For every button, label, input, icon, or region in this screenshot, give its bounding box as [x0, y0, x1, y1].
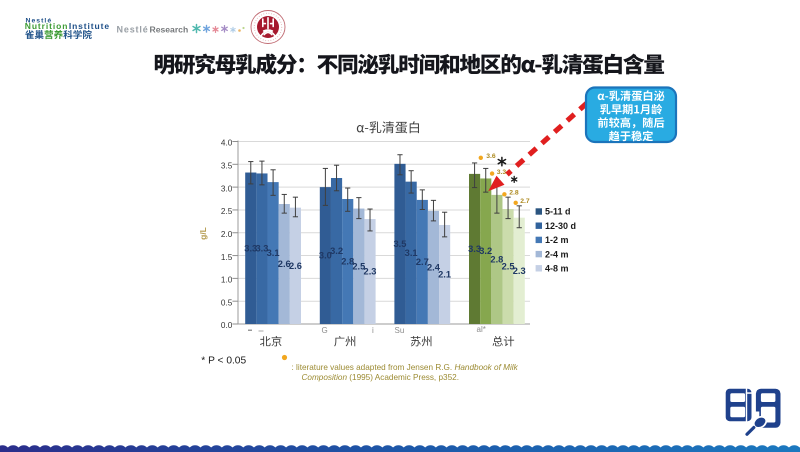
svg-text:2.5: 2.5 — [502, 262, 515, 272]
svg-text:2.6: 2.6 — [289, 261, 302, 271]
svg-text:3.1: 3.1 — [267, 248, 280, 258]
svg-text:* P < 0.05: * P < 0.05 — [201, 355, 246, 366]
svg-text:3.3: 3.3 — [244, 243, 257, 253]
svg-text:1-2 m: 1-2 m — [545, 235, 569, 245]
svg-text:3.0: 3.0 — [221, 184, 233, 193]
svg-text:2.3: 2.3 — [513, 266, 526, 276]
svg-text:3.3: 3.3 — [468, 244, 481, 254]
svg-text:Su: Su — [395, 326, 405, 335]
svg-text:2.4: 2.4 — [427, 262, 441, 272]
svg-text:2.6: 2.6 — [278, 259, 291, 269]
svg-text:2.7: 2.7 — [416, 257, 429, 267]
svg-text:3.2: 3.2 — [330, 246, 343, 256]
svg-text:2.1: 2.1 — [438, 270, 451, 280]
svg-text:Nestlé: Nestlé — [26, 18, 53, 25]
svg-text:3.2: 3.2 — [479, 246, 492, 256]
svg-text:2.7: 2.7 — [520, 198, 530, 205]
svg-text:3.6: 3.6 — [486, 153, 496, 160]
svg-text:g/L: g/L — [198, 227, 208, 240]
svg-text:2.5: 2.5 — [221, 207, 233, 216]
svg-text:3.0: 3.0 — [319, 251, 332, 261]
svg-text:NutritionInstitute: NutritionInstitute — [25, 21, 110, 31]
svg-text:i: i — [372, 326, 374, 335]
svg-text:2.0: 2.0 — [221, 230, 233, 239]
svg-text:5-11 d: 5-11 d — [545, 207, 571, 217]
svg-text:1.0: 1.0 — [221, 276, 233, 285]
svg-text:2.8: 2.8 — [509, 190, 519, 197]
svg-text:0.0: 0.0 — [221, 321, 233, 330]
svg-text:4-8 m: 4-8 m — [545, 264, 569, 274]
svg-text:Research: Research — [150, 24, 189, 34]
svg-text:12-30 d: 12-30 d — [545, 221, 576, 231]
svg-text:3.1: 3.1 — [405, 248, 418, 258]
svg-text:G: G — [322, 326, 328, 335]
svg-text:3.5: 3.5 — [221, 162, 233, 171]
svg-text:3.3: 3.3 — [255, 244, 268, 254]
svg-text:1.5: 1.5 — [221, 253, 233, 262]
svg-text:2.5: 2.5 — [352, 261, 365, 271]
svg-text:2-4 m: 2-4 m — [545, 249, 569, 259]
svg-text:Composition (1995) Academic Pr: Composition (1995) Academic Press, p352. — [302, 373, 459, 382]
svg-text:2.8: 2.8 — [490, 254, 503, 264]
svg-text:0.5: 0.5 — [221, 298, 233, 307]
svg-text:3.3: 3.3 — [497, 169, 507, 176]
svg-text:al*: al* — [477, 325, 486, 334]
svg-text:2.3: 2.3 — [364, 267, 377, 277]
svg-text:: literature values adapted fr: : literature values adapted from Jensen … — [292, 363, 519, 372]
svg-text:4.0: 4.0 — [221, 139, 233, 148]
svg-text:3.5: 3.5 — [394, 239, 407, 249]
svg-text:2.8: 2.8 — [341, 256, 354, 266]
svg-text:Nestlé: Nestlé — [117, 24, 149, 34]
